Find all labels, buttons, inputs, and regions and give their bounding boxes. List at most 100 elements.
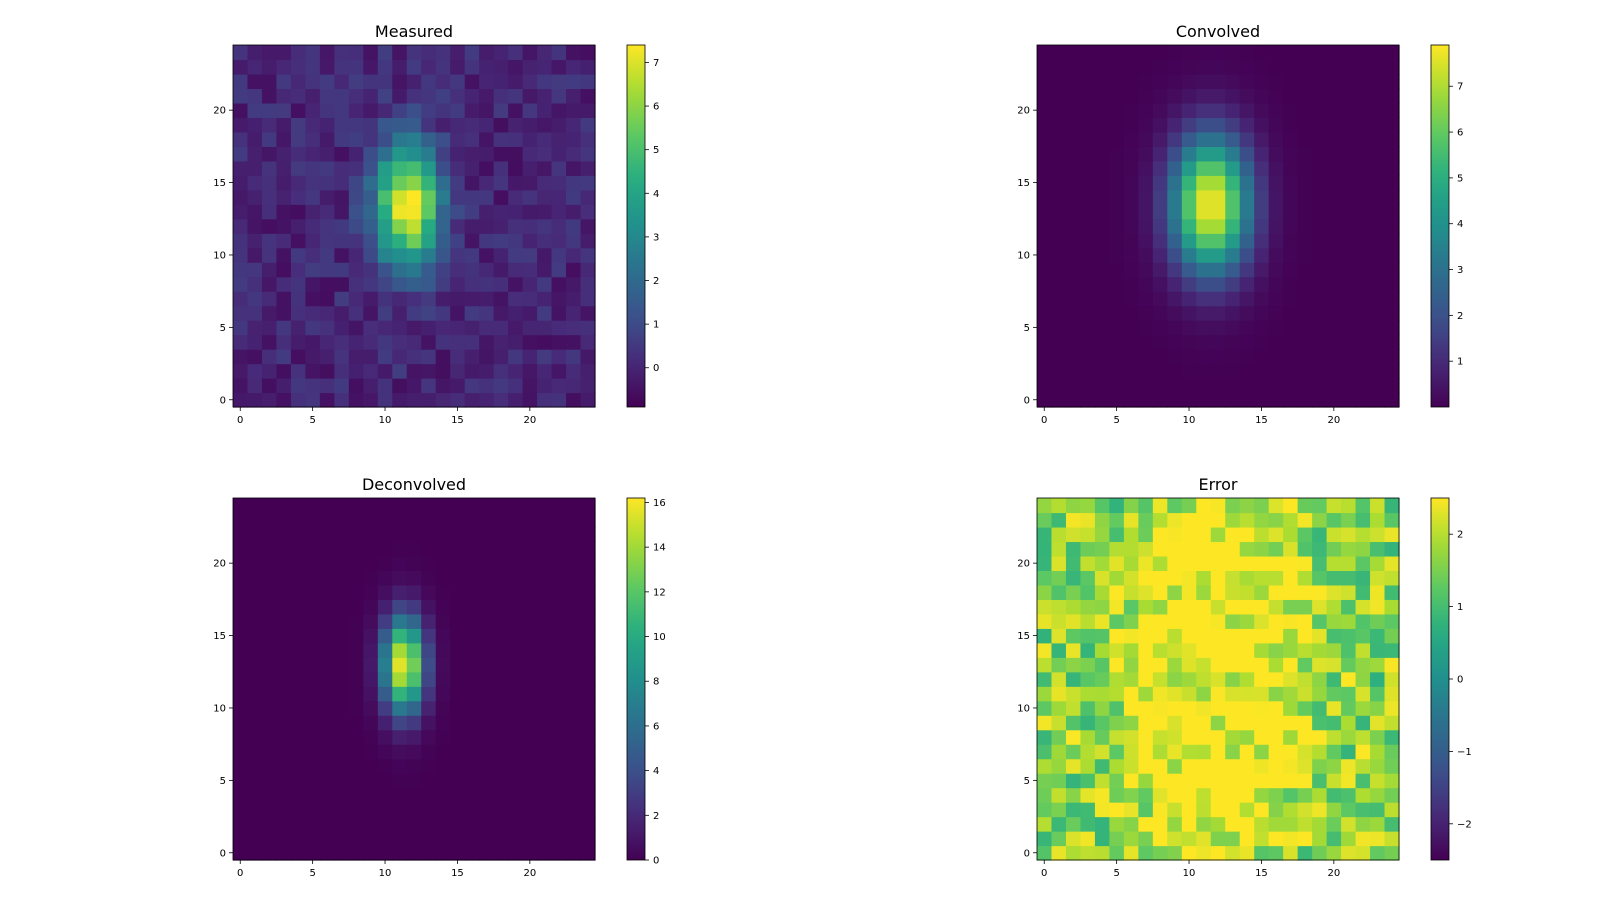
heatmap-cell bbox=[1254, 541, 1270, 557]
heatmap-cell bbox=[493, 715, 509, 731]
heatmap-cell bbox=[1312, 247, 1328, 263]
heatmap-cell bbox=[551, 845, 567, 861]
heatmap-cell bbox=[537, 88, 553, 104]
heatmap-cell bbox=[1254, 628, 1270, 644]
heatmap-cell bbox=[334, 363, 350, 379]
heatmap-cell bbox=[1210, 816, 1226, 832]
heatmap-cell bbox=[305, 189, 321, 205]
heatmap-cell bbox=[1239, 247, 1255, 263]
heatmap-cell bbox=[1196, 378, 1212, 394]
heatmap-cell bbox=[508, 218, 524, 234]
heatmap-cell bbox=[1167, 291, 1183, 307]
heatmap-cell bbox=[580, 131, 596, 147]
heatmap-cell bbox=[421, 628, 437, 644]
heatmap-cell bbox=[580, 773, 596, 789]
heatmap-cell bbox=[522, 758, 538, 774]
heatmap-cell bbox=[479, 802, 495, 818]
heatmap-cell bbox=[1123, 512, 1139, 528]
heatmap-cell bbox=[276, 570, 292, 586]
heatmap-cell bbox=[1152, 831, 1168, 847]
heatmap-cell bbox=[290, 729, 306, 745]
heatmap-cell bbox=[1109, 392, 1125, 408]
heatmap-cell bbox=[1341, 512, 1357, 528]
heatmap-cell bbox=[247, 773, 263, 789]
heatmap-cell bbox=[1312, 744, 1328, 760]
heatmap-cell bbox=[1080, 349, 1096, 365]
heatmap-cell bbox=[1268, 218, 1284, 234]
heatmap-cell bbox=[290, 175, 306, 191]
heatmap-cell bbox=[493, 160, 509, 176]
heatmap-cell bbox=[1152, 729, 1168, 745]
heatmap-cell bbox=[1080, 613, 1096, 629]
heatmap-cell bbox=[290, 392, 306, 408]
axes-frame bbox=[1036, 497, 1400, 861]
heatmap-cell bbox=[1283, 204, 1299, 220]
heatmap-cell bbox=[1051, 291, 1067, 307]
heatmap-cell bbox=[1384, 802, 1400, 818]
heatmap-cell bbox=[1123, 378, 1139, 394]
heatmap-cell bbox=[1167, 671, 1183, 687]
heatmap-cell bbox=[1268, 671, 1284, 687]
heatmap-cell bbox=[247, 88, 263, 104]
heatmap-cell bbox=[1094, 744, 1110, 760]
heatmap-cell bbox=[537, 102, 553, 118]
heatmap-cell bbox=[551, 59, 567, 75]
heatmap-cell bbox=[1181, 816, 1197, 832]
heatmap-cell bbox=[1109, 218, 1125, 234]
heatmap-cell bbox=[1080, 320, 1096, 336]
heatmap-cell bbox=[305, 845, 321, 861]
heatmap-cell bbox=[261, 498, 278, 514]
heatmap-cell bbox=[1138, 498, 1154, 514]
heatmap-cell bbox=[276, 45, 292, 61]
heatmap-cell bbox=[421, 378, 437, 394]
heatmap-cell bbox=[319, 541, 335, 557]
heatmap-cell bbox=[1080, 88, 1096, 104]
heatmap-cell bbox=[247, 102, 263, 118]
heatmap-cell bbox=[479, 189, 495, 205]
heatmap-cell bbox=[1326, 758, 1342, 774]
heatmap-cell bbox=[580, 291, 596, 307]
heatmap-cell bbox=[247, 45, 263, 61]
heatmap-cell bbox=[522, 541, 538, 557]
heatmap-cell bbox=[1037, 773, 1053, 789]
heatmap-cell bbox=[1152, 262, 1168, 278]
heatmap-cell bbox=[290, 189, 306, 205]
heatmap-cell bbox=[1065, 628, 1082, 644]
heatmap-cell bbox=[1225, 686, 1241, 702]
heatmap-cell bbox=[1225, 642, 1241, 658]
heatmap-cell bbox=[1225, 320, 1241, 336]
heatmap-cell bbox=[1152, 160, 1168, 176]
heatmap-cell bbox=[1297, 512, 1313, 528]
heatmap-cell bbox=[406, 729, 422, 745]
heatmap-cell bbox=[1037, 262, 1053, 278]
heatmap-cells bbox=[233, 45, 596, 408]
heatmap-cell bbox=[1051, 642, 1067, 658]
heatmap-cell bbox=[1167, 363, 1183, 379]
heatmap-cell bbox=[551, 700, 567, 716]
heatmap-cell bbox=[1065, 744, 1082, 760]
heatmap-cell bbox=[1239, 334, 1255, 350]
heatmap-cell bbox=[435, 729, 451, 745]
heatmap-cell bbox=[392, 758, 408, 774]
heatmap-cell bbox=[1326, 334, 1342, 350]
heatmap-cell bbox=[348, 334, 364, 350]
colorbar-tick-label: 5 bbox=[653, 145, 659, 156]
heatmap-cell bbox=[290, 845, 306, 861]
heatmap-cell bbox=[421, 599, 437, 615]
plot-title: Measured bbox=[375, 22, 453, 41]
heatmap-cell bbox=[1341, 541, 1357, 557]
heatmap-cell bbox=[1326, 831, 1342, 847]
heatmap-cell bbox=[435, 102, 451, 118]
heatmap-cell bbox=[406, 773, 422, 789]
heatmap-cell bbox=[1283, 584, 1299, 600]
heatmap-cell bbox=[1225, 715, 1241, 731]
heatmap-cell bbox=[1297, 146, 1313, 162]
heatmap-cell bbox=[406, 247, 422, 263]
heatmap-cell bbox=[348, 584, 364, 600]
heatmap-cell bbox=[479, 363, 495, 379]
heatmap-cell bbox=[276, 758, 292, 774]
heatmap-cell bbox=[1109, 831, 1125, 847]
heatmap-cell bbox=[261, 218, 278, 234]
heatmap-cell bbox=[290, 498, 306, 514]
heatmap-cell bbox=[1225, 628, 1241, 644]
